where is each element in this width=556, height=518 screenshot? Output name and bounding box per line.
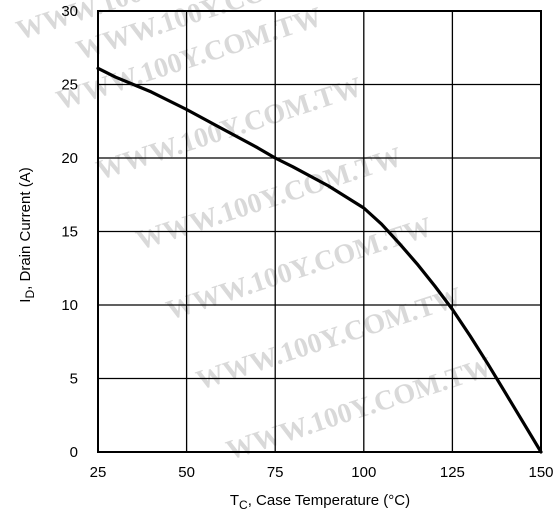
y-axis-label-rest: , Drain Current (A) <box>17 167 34 290</box>
x-tick-labels: 25 50 75 100 125 150 <box>90 464 554 481</box>
x-tick-label: 100 <box>351 464 376 481</box>
y-tick-label: 10 <box>61 297 78 314</box>
y-axis-label-main: I <box>17 299 34 303</box>
watermark-layer: WWW.100Y.COM.TWWWW.100Y.COM.TWWWW.100Y.C… <box>13 0 496 467</box>
y-axis-label-sub: D <box>23 290 37 299</box>
x-axis-label-sub: C <box>239 498 248 512</box>
x-axis-label: TC, Case Temperature (°C) <box>230 492 410 512</box>
y-axis-label: ID, Drain Current (A) <box>17 167 37 302</box>
y-tick-label: 20 <box>61 150 78 167</box>
y-tick-label: 0 <box>70 444 78 461</box>
y-tick-label: 5 <box>70 371 78 388</box>
drain-current-curve <box>96 66 543 454</box>
x-axis-label-main: T <box>230 492 239 509</box>
y-tick-label: 15 <box>61 224 78 241</box>
y-tick-label: 25 <box>61 77 78 94</box>
x-tick-label: 25 <box>90 464 107 481</box>
plot-frame <box>97 10 542 453</box>
x-tick-label: 75 <box>267 464 284 481</box>
x-tick-label: 150 <box>528 464 553 481</box>
x-tick-label: 50 <box>178 464 195 481</box>
y-tick-label: 30 <box>61 3 78 20</box>
x-tick-label: 125 <box>440 464 465 481</box>
x-axis-label-rest: , Case Temperature (°C) <box>248 492 410 509</box>
y-tick-labels: 0 5 10 15 20 25 30 <box>61 3 78 461</box>
